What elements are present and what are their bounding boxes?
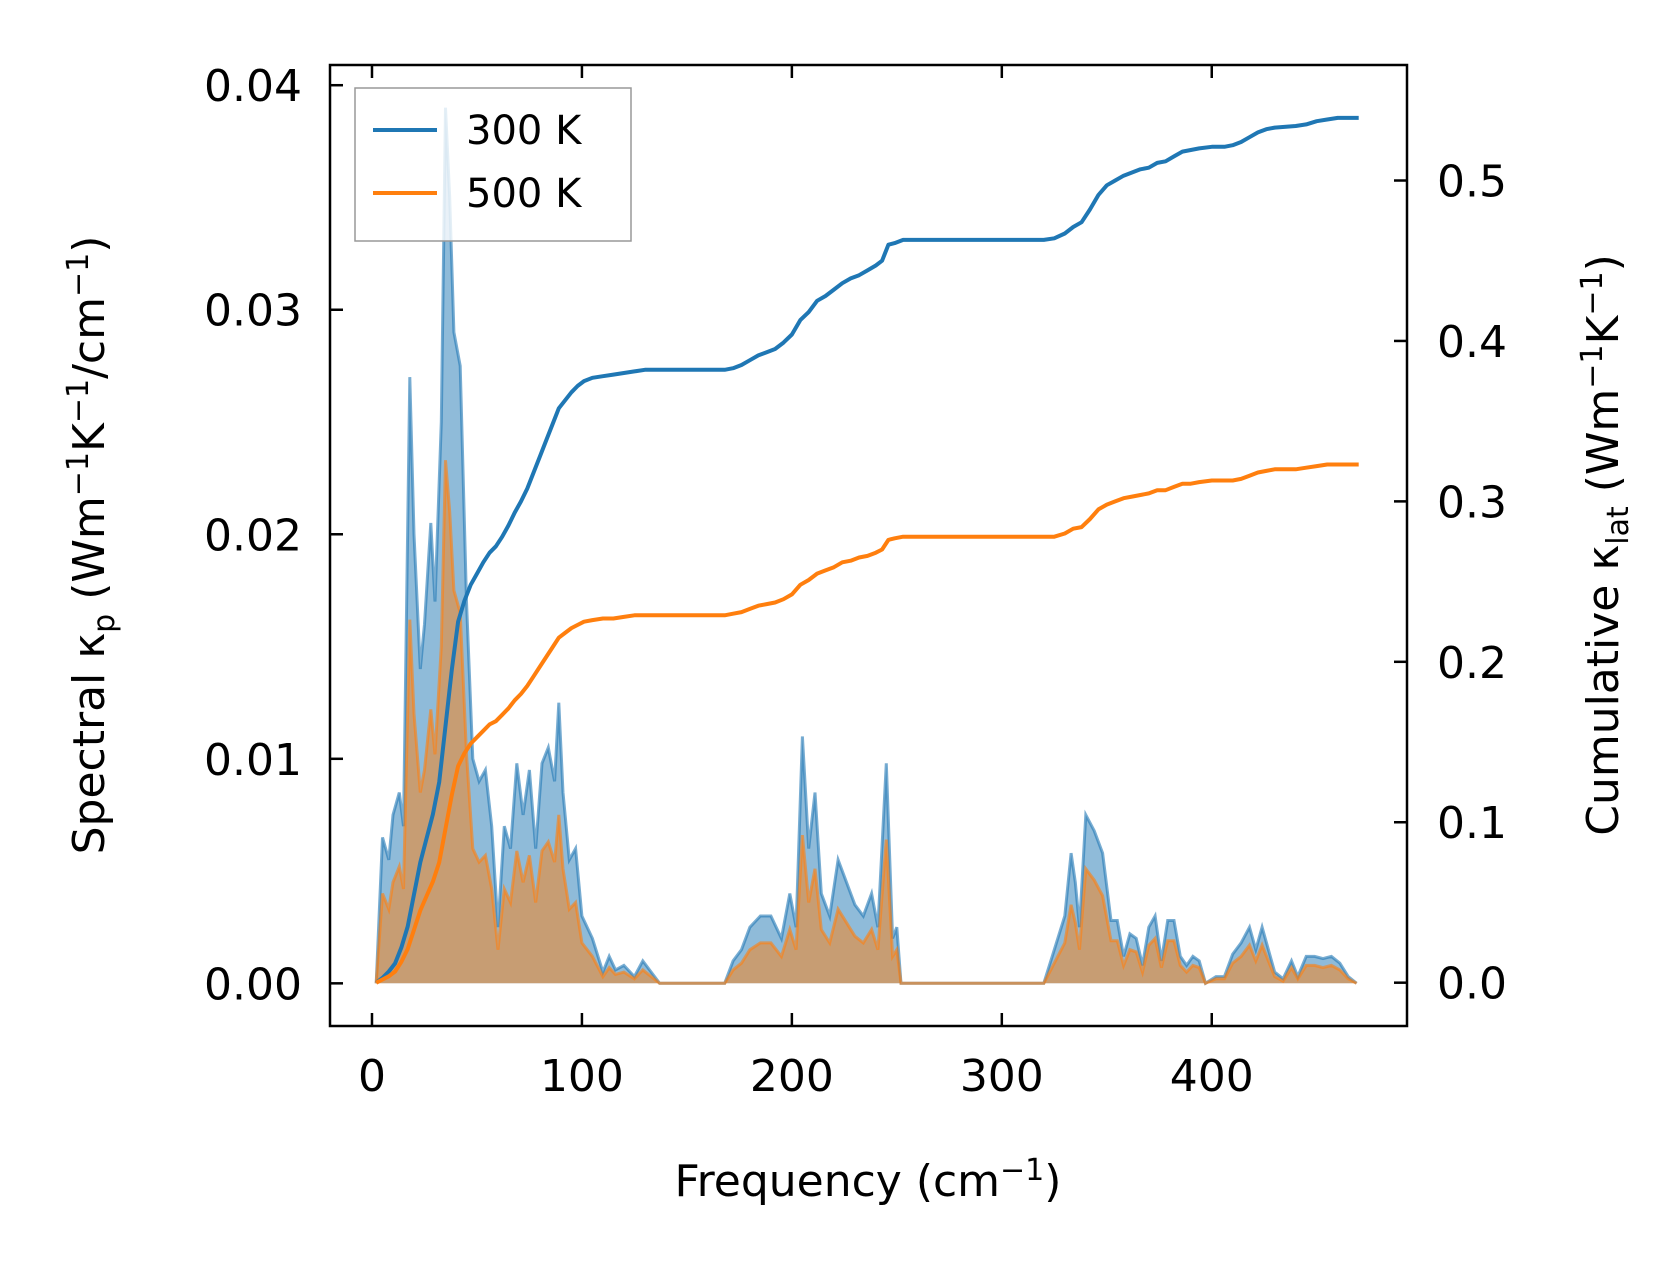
- y-right-tick-label: 0.5: [1437, 157, 1507, 208]
- y-right-tick-label: 0.1: [1437, 798, 1507, 849]
- y-left-tick-label: 0.00: [204, 959, 302, 1010]
- x-tick-label: 0: [358, 1051, 386, 1102]
- spectral-edge-2: [374, 460, 1358, 986]
- plot-frame: [328, 63, 1409, 1028]
- y-right-tick-label: 0.4: [1437, 317, 1507, 368]
- legend-label-300k: 300 K: [466, 108, 583, 154]
- x-tick-label: 200: [750, 1051, 834, 1102]
- axis-ticks: 0 100 200 300 400 0.00 0.01 0.02 0.03 0.04 0.0 0.1 0…: [204, 61, 1507, 1102]
- y-right-tick-label: 0.2: [1437, 638, 1507, 689]
- y-left-tick-label: 0.01: [204, 735, 302, 786]
- cumulative-line-1: [374, 115, 1359, 985]
- spectral-area-2: [376, 460, 1357, 984]
- x-tick-label: 300: [960, 1051, 1044, 1102]
- legend-box: [354, 87, 632, 242]
- y-right-tick-label: 0.3: [1437, 477, 1507, 528]
- y-left-tick-label: 0.03: [204, 286, 302, 337]
- legend-label-500k: 500 K: [466, 171, 583, 217]
- x-tick-label: 100: [540, 1051, 624, 1102]
- legend: 300 K 500 K: [354, 87, 632, 242]
- y-left-tick-label: 0.02: [204, 510, 302, 561]
- cumulative-line-2: [375, 462, 1359, 985]
- x-tick-label: 400: [1170, 1051, 1254, 1102]
- spectral-areas: [374, 107, 1358, 986]
- y-right-tick-label: 0.0: [1437, 959, 1507, 1010]
- left-axis-title: Spectral κp (Wm−1K−1/cm−1): [61, 236, 122, 855]
- y-left-tick-label: 0.04: [204, 61, 302, 112]
- right-axis-title: Cumulative κlat (Wm−1K−1): [1575, 254, 1636, 836]
- cumulative-lines: [374, 115, 1359, 985]
- x-axis-title: Frequency (cm−1): [675, 1153, 1062, 1207]
